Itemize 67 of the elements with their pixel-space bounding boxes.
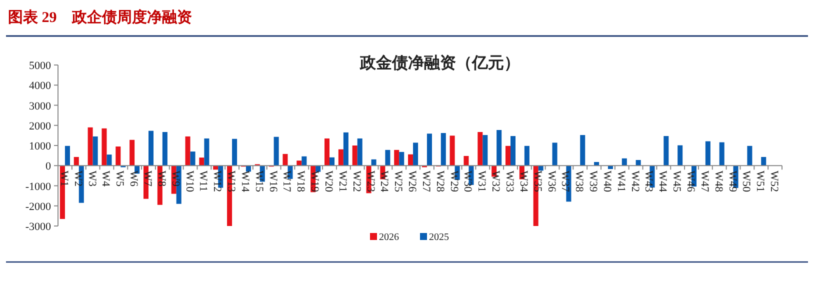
x-tick-label: W1 [58, 170, 70, 187]
x-tick-label: W16 [266, 170, 279, 193]
x-tick-label: W44 [656, 170, 669, 193]
x-tick-label: W14 [238, 170, 251, 193]
x-tick-label: W39 [587, 170, 600, 193]
x-tick-label: W26 [406, 170, 418, 193]
x-tick-label: W19 [308, 170, 321, 193]
x-tick-label: W6 [128, 170, 140, 188]
x-tick-label: W5 [114, 170, 126, 188]
x-tick-label: W7 [142, 170, 154, 188]
y-tick-label: 2000 [29, 120, 52, 132]
y-tick-label: 3000 [29, 100, 52, 112]
legend-item: 2026 [370, 232, 399, 243]
x-tick-label: W24 [378, 170, 390, 193]
x-tick-label: W37 [559, 170, 572, 193]
x-tick-label: W13 [225, 170, 238, 193]
x-tick-label: W29 [448, 170, 460, 193]
x-tick-label: W12 [211, 170, 224, 192]
x-tick-label: W15 [252, 170, 265, 193]
x-tick-label: W20 [322, 170, 334, 193]
x-tick-label: W49 [726, 170, 738, 193]
subtitle: 政金债净融资（亿元） [360, 55, 520, 72]
x-tick-label: W40 [600, 170, 613, 193]
x-tick-label: W11 [197, 170, 210, 192]
x-tick-label: W22 [350, 170, 362, 192]
x-tick-label: W23 [364, 170, 376, 193]
x-tick-label: W42 [628, 170, 641, 192]
x-tick-label: W36 [545, 170, 558, 193]
x-tick-label: W34 [517, 170, 530, 193]
x-tick-label: W35 [531, 170, 544, 193]
x-tick-label: W52 [768, 170, 780, 192]
x-tick-label: W43 [642, 170, 655, 193]
x-tick-label: W41 [614, 170, 627, 192]
x-tick-label: W51 [754, 170, 766, 192]
x-tick-label: W30 [462, 170, 474, 193]
y-tick-label: -2000 [25, 200, 52, 213]
x-tick-label: W48 [712, 170, 724, 193]
x-tick-label: W38 [573, 170, 586, 193]
x-tick-label: W17 [280, 170, 293, 193]
y-tick-label: 0 [46, 160, 52, 173]
y-tick-label: 5000 [29, 60, 52, 72]
x-tick-label: W9 [169, 170, 182, 188]
x-tick-label: W45 [670, 170, 683, 193]
y-tick-label: 4000 [29, 80, 52, 92]
x-tick-label: W27 [420, 170, 432, 193]
x-tick-label: W3 [86, 170, 98, 188]
title: 图表 29 政企债周度净融资 [8, 10, 192, 26]
y-tick-label: -1000 [25, 180, 52, 193]
x-tick-label: W4 [100, 170, 112, 188]
legend-label: 2025 [429, 232, 449, 243]
y-tick-label: -3000 [25, 221, 52, 233]
x-tick-label: W18 [294, 170, 307, 193]
x-tick-label: W21 [336, 170, 348, 192]
x-tick-label: W2 [72, 170, 84, 187]
x-tick-label: W47 [698, 170, 710, 193]
x-tick-label: W46 [684, 170, 696, 193]
legend-label: 2026 [379, 232, 399, 243]
x-tick-label: W33 [504, 170, 516, 193]
legend-item: 2025 [420, 232, 449, 243]
x-tick-label: W10 [183, 170, 196, 193]
x-tick-label: W25 [392, 170, 404, 193]
x-tick-label: W32 [490, 170, 502, 192]
y-tick-label: 1000 [29, 140, 52, 152]
x-tick-label: W31 [476, 170, 488, 192]
x-tick-label: W28 [434, 170, 446, 193]
x-tick-label: W8 [155, 170, 168, 188]
x-tick-label: W50 [740, 170, 752, 193]
